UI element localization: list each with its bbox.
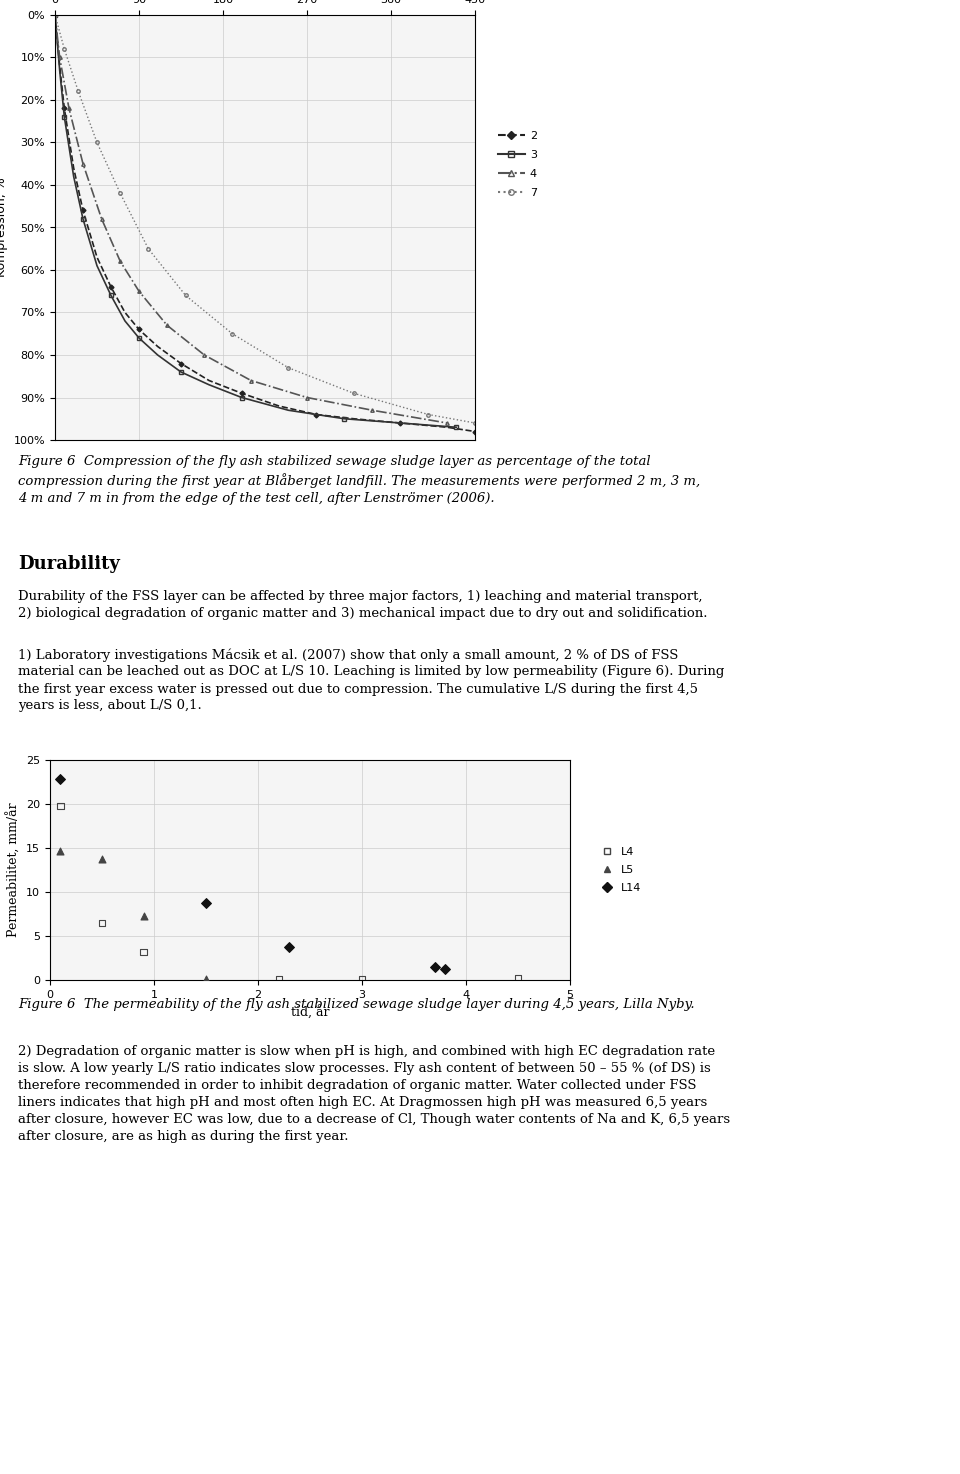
Point — [427, 955, 443, 979]
Legend: 2, 3, 4, 7: 2, 3, 4, 7 — [493, 127, 541, 202]
Point — [199, 890, 214, 914]
Point — [511, 967, 526, 991]
Point — [136, 940, 152, 964]
Point — [438, 957, 453, 980]
Point — [94, 911, 109, 935]
Point — [199, 967, 214, 991]
Text: 1) Laboratory investigations Mácsik et al. (2007) show that only a small amount,: 1) Laboratory investigations Mácsik et a… — [18, 649, 725, 712]
Y-axis label: Permeabilitet, mm/år: Permeabilitet, mm/år — [7, 803, 20, 937]
Point — [53, 839, 68, 862]
Text: Figure 6  Compression of the fly ash stabilized sewage sludge layer as percentag: Figure 6 Compression of the fly ash stab… — [18, 455, 700, 504]
Y-axis label: Kompression, %: Kompression, % — [0, 178, 8, 277]
Point — [94, 848, 109, 871]
Legend: L4, L5, L14: L4, L5, L14 — [591, 843, 646, 898]
X-axis label: tid, år: tid, år — [291, 1005, 329, 1020]
Point — [281, 936, 297, 960]
Point — [271, 967, 286, 991]
Text: Durability: Durability — [18, 556, 120, 573]
Text: 2) Degradation of organic matter is slow when pH is high, and combined with high: 2) Degradation of organic matter is slow… — [18, 1045, 731, 1142]
Text: Durability of the FSS layer can be affected by three major factors, 1) leaching : Durability of the FSS layer can be affec… — [18, 590, 708, 621]
Text: Figure 6  The permeability of the fly ash stabilized sewage sludge layer during : Figure 6 The permeability of the fly ash… — [18, 998, 695, 1011]
Point — [53, 768, 68, 792]
Point — [354, 967, 370, 991]
Point — [136, 904, 152, 927]
Point — [53, 794, 68, 818]
